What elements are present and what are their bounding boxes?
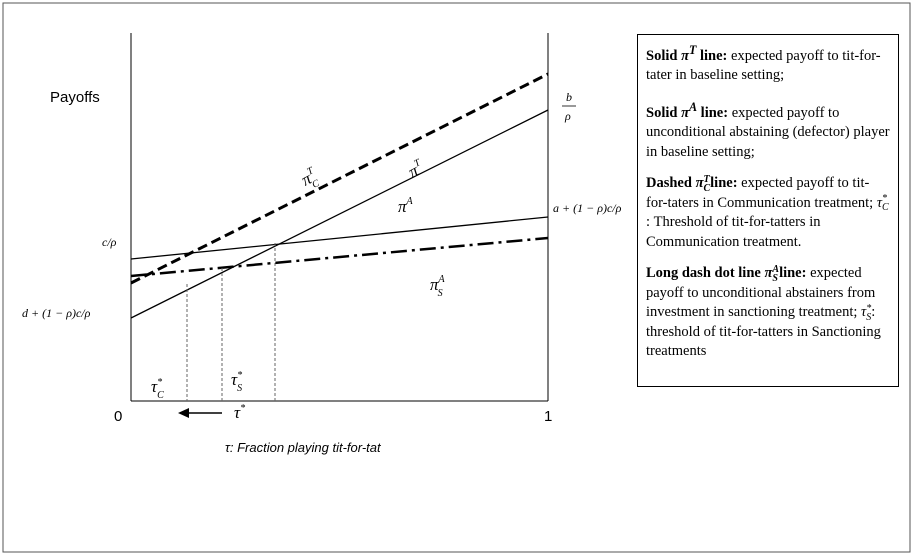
text: * xyxy=(882,193,888,205)
pi-c-t-line xyxy=(130,72,549,285)
end-label: 1 xyxy=(544,408,552,425)
text: τ xyxy=(876,194,883,211)
pi-s-a-line xyxy=(130,236,549,278)
text: T xyxy=(305,165,316,178)
text: C xyxy=(882,202,889,214)
text: C xyxy=(703,182,711,194)
text: π xyxy=(764,265,773,282)
rho-label: ρ xyxy=(564,109,571,123)
text: * xyxy=(866,302,872,314)
d-expr-label: d + (1 − ρ)c/ρ xyxy=(22,306,91,320)
text: * xyxy=(240,403,245,414)
pi-t-line xyxy=(130,109,549,319)
b-label: b xyxy=(566,90,572,104)
text: expected payoff to unconditional abstain… xyxy=(646,104,890,160)
text: line: xyxy=(710,175,738,192)
text: π xyxy=(398,197,407,216)
text: τ xyxy=(234,403,241,422)
text: A xyxy=(406,196,414,207)
c-rho-label: c/ρ xyxy=(102,235,117,249)
text: π xyxy=(695,175,704,192)
text: Long dash dot line xyxy=(646,265,765,282)
note: Solid πA line: expected payoff to uncond… xyxy=(646,98,890,162)
text: Solid xyxy=(646,47,682,64)
text: line: xyxy=(697,104,729,121)
tau-s-label: τ* S xyxy=(231,370,242,394)
text: S xyxy=(772,272,778,284)
text: T xyxy=(688,43,697,57)
text: expected payoff to unconditional abstain… xyxy=(646,265,876,321)
tau-c-label: τ* C xyxy=(151,377,164,401)
text: π xyxy=(430,275,439,294)
text: A xyxy=(688,99,698,114)
text: : threshold of tit-for-tatters in Sancti… xyxy=(646,304,881,360)
text: τ xyxy=(861,304,867,321)
arrow-head xyxy=(178,408,189,418)
pi-a-line xyxy=(130,216,549,260)
text: C xyxy=(310,178,321,191)
text: Dashed xyxy=(646,175,696,192)
pi-t-label: πT xyxy=(405,157,428,182)
text: * xyxy=(237,370,242,381)
text: C xyxy=(157,390,164,401)
text: T xyxy=(703,173,710,185)
a-expr-label: a + (1 − ρ)c/ρ xyxy=(553,201,622,215)
origin-label: 0 xyxy=(114,408,122,425)
text: line: xyxy=(779,265,807,282)
x-label: τ: Fraction playing tit-for-tat xyxy=(225,440,382,455)
text: π xyxy=(681,104,689,121)
pi-a-label: πA xyxy=(398,196,414,216)
text: τ xyxy=(231,370,238,389)
notes-box: Solid πT line: expected payoff to tit-fo… xyxy=(637,34,899,387)
text: expected payoff to tit-for-taters in Com… xyxy=(646,175,877,211)
text: line: xyxy=(696,47,728,64)
text: T xyxy=(412,157,423,170)
text: S xyxy=(237,383,242,394)
text: S xyxy=(438,288,443,299)
text: A xyxy=(772,263,780,275)
text: : Threshold of tit-for-tatters in Commun… xyxy=(646,214,821,250)
tau-star-label: τ* xyxy=(234,403,245,422)
text: τ xyxy=(151,377,158,396)
text: A xyxy=(438,274,446,285)
y-label: Payoffs xyxy=(50,89,100,106)
text: expected payoff to tit-for-tater in base… xyxy=(646,47,881,84)
note: Solid πT line: expected payoff to tit-fo… xyxy=(646,41,890,86)
text: π xyxy=(681,47,689,64)
pi-s-a-label: πA S xyxy=(430,274,446,299)
text: Solid xyxy=(646,104,682,121)
text: S xyxy=(866,311,872,323)
text: * xyxy=(157,377,162,388)
